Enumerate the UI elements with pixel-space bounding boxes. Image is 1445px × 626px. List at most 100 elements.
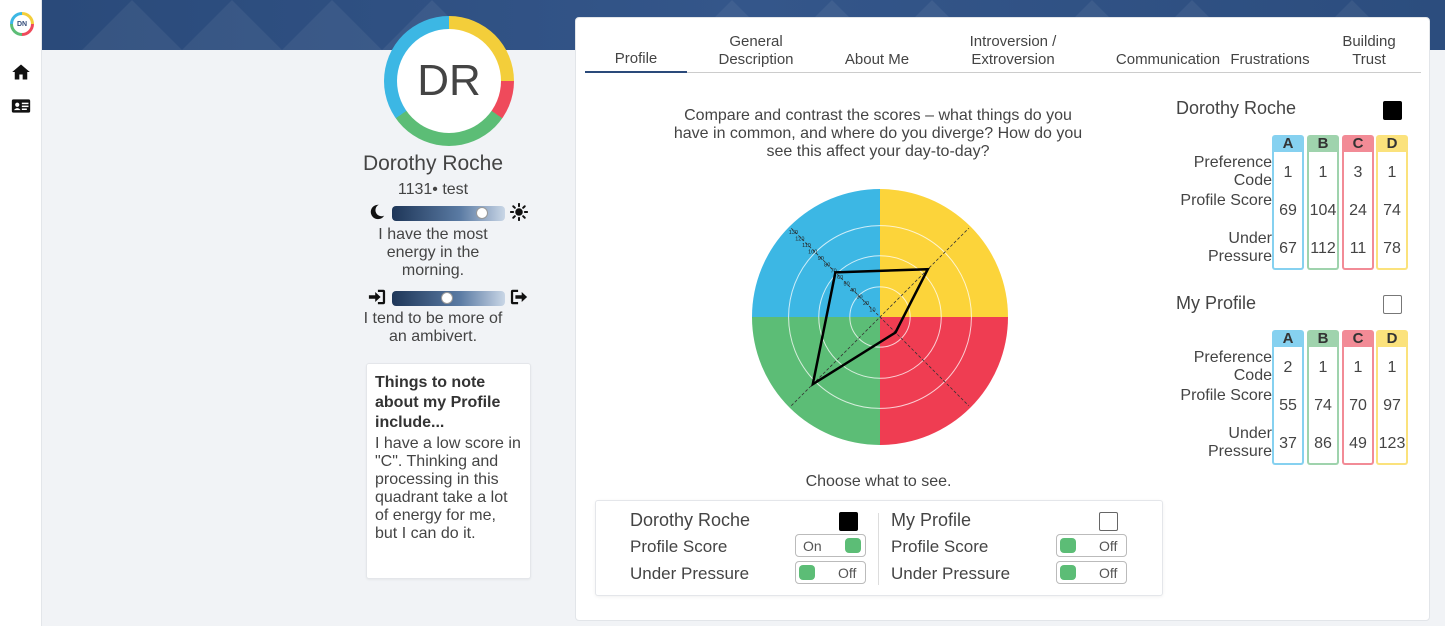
score-table-checkbox[interactable]	[1383, 295, 1402, 314]
toggle-group-dorothy: Dorothy Roche Profile Score On Under Pre…	[596, 501, 878, 597]
tab-introversion-extroversion[interactable]: Introversion / Extroversion	[969, 33, 1057, 68]
introversion-slider	[368, 288, 528, 308]
sign-out-icon	[510, 289, 528, 305]
series-checkbox[interactable]	[839, 512, 858, 531]
score-cell: 74	[1314, 397, 1332, 414]
under-pressure-label: Under Pressure	[630, 564, 750, 583]
score-cell: 78	[1383, 240, 1401, 257]
note-body: I have a low score in "C". Thinking and …	[375, 435, 521, 542]
profile-score-label: Profile Score	[630, 537, 728, 556]
scale-tick-label: 130	[789, 230, 798, 236]
switch-knob	[799, 565, 815, 580]
profile-name: Dorothy Roche	[362, 152, 504, 175]
column-header-c: C	[1342, 135, 1374, 152]
profile-score-switch[interactable]: Off	[1056, 534, 1127, 557]
scale-tick-label: 70	[831, 269, 837, 275]
tab-profile[interactable]: Profile	[585, 28, 687, 73]
switch-knob	[1060, 565, 1076, 580]
score-cell: 2	[1283, 359, 1293, 376]
score-cell: 1	[1387, 359, 1397, 376]
column-box	[1376, 152, 1408, 270]
switch-state: Off	[1099, 565, 1118, 581]
score-cell: 104	[1309, 202, 1337, 219]
scale-tick-label: 110	[802, 243, 811, 249]
home-icon[interactable]	[11, 62, 31, 82]
toggle-divider	[878, 513, 879, 585]
toggle-name: Dorothy Roche	[630, 510, 751, 530]
under-pressure-switch[interactable]: Off	[795, 561, 866, 584]
app-logo[interactable]: DN	[10, 12, 34, 36]
score-cell: 1	[1353, 359, 1363, 376]
scale-tick-label: 60	[837, 275, 843, 281]
row-label: Profile Score	[1180, 192, 1272, 209]
tab-general-description[interactable]: General Description	[718, 33, 794, 68]
column-header-d: D	[1376, 135, 1408, 152]
score-cell: 37	[1279, 435, 1297, 452]
score-cell: 1	[1318, 359, 1328, 376]
scale-tick-label: 50	[844, 282, 850, 288]
column-box	[1307, 347, 1339, 465]
toggle-group-my-profile: My Profile Profile Score Off Under Press…	[879, 501, 1164, 597]
scale-tick-label: 80	[824, 262, 830, 268]
display-toggles: Dorothy Roche Profile Score On Under Pre…	[595, 500, 1163, 596]
switch-knob	[1060, 538, 1076, 553]
energy-track	[392, 206, 505, 221]
series-checkbox[interactable]	[1099, 512, 1118, 531]
column-header-d: D	[1376, 330, 1408, 347]
profile-id: 1131• test	[397, 181, 469, 198]
score-cell: 49	[1349, 435, 1367, 452]
score-table-checkbox[interactable]	[1383, 101, 1402, 120]
score-cell: 3	[1353, 164, 1363, 181]
profile-score-label: Profile Score	[891, 537, 989, 556]
column-header-b: B	[1307, 135, 1339, 152]
column-box	[1342, 347, 1374, 465]
score-table-name: My Profile	[1176, 293, 1257, 313]
row-label: Preference Code	[1193, 349, 1272, 384]
choose-label: Choose what to see.	[805, 473, 952, 490]
scale-tick-label: 120	[795, 236, 804, 242]
score-cell: 1	[1387, 164, 1397, 181]
tab-communication[interactable]: Communication	[1115, 51, 1221, 68]
profile-note-card: Things to note about my Profile include.…	[366, 363, 531, 579]
row-label: Preference Code	[1193, 154, 1272, 189]
scale-tick-label: 20	[863, 301, 869, 307]
score-cell: 67	[1279, 240, 1297, 257]
energy-slider	[368, 203, 528, 223]
scale-tick-label: 10	[869, 308, 875, 314]
score-cell: 74	[1383, 202, 1401, 219]
switch-state: Off	[1099, 538, 1118, 554]
score-table-name: Dorothy Roche	[1176, 98, 1297, 118]
introversion-text: I tend to be more of an ambivert.	[363, 310, 503, 345]
row-label: Profile Score	[1180, 387, 1272, 404]
switch-state: On	[803, 538, 822, 554]
comparison-question: Compare and contrast the scores – what t…	[673, 107, 1083, 160]
tab-frustrations[interactable]: Frustrations	[1230, 51, 1310, 68]
column-header-a: A	[1272, 330, 1304, 347]
axis-a-c	[791, 228, 969, 406]
column-box	[1307, 152, 1339, 270]
score-cell: 55	[1279, 397, 1297, 414]
score-cell: 112	[1310, 240, 1336, 257]
profile-score-switch[interactable]: On	[795, 534, 866, 557]
avatar: DR	[384, 16, 514, 146]
tab-building-trust[interactable]: Building Trust	[1342, 33, 1396, 68]
column-box	[1272, 347, 1304, 465]
grid-ring	[849, 286, 911, 348]
column-box	[1342, 152, 1374, 270]
sign-in-icon	[368, 289, 386, 305]
under-pressure-switch[interactable]: Off	[1056, 561, 1127, 584]
moon-icon	[370, 204, 385, 220]
scale-tick-label: 100	[808, 249, 817, 255]
score-cell: 70	[1349, 397, 1367, 414]
tab-about-me[interactable]: About Me	[844, 51, 910, 68]
score-cell: 11	[1349, 240, 1367, 257]
id-card-icon[interactable]	[11, 96, 31, 116]
avatar-initials: DR	[397, 29, 501, 133]
main-panel: Profile General Description About Me Int…	[575, 17, 1430, 621]
sun-icon	[510, 203, 528, 221]
switch-knob	[845, 538, 861, 553]
column-box	[1376, 347, 1408, 465]
switch-state: Off	[838, 565, 857, 581]
energy-knob	[475, 207, 488, 219]
